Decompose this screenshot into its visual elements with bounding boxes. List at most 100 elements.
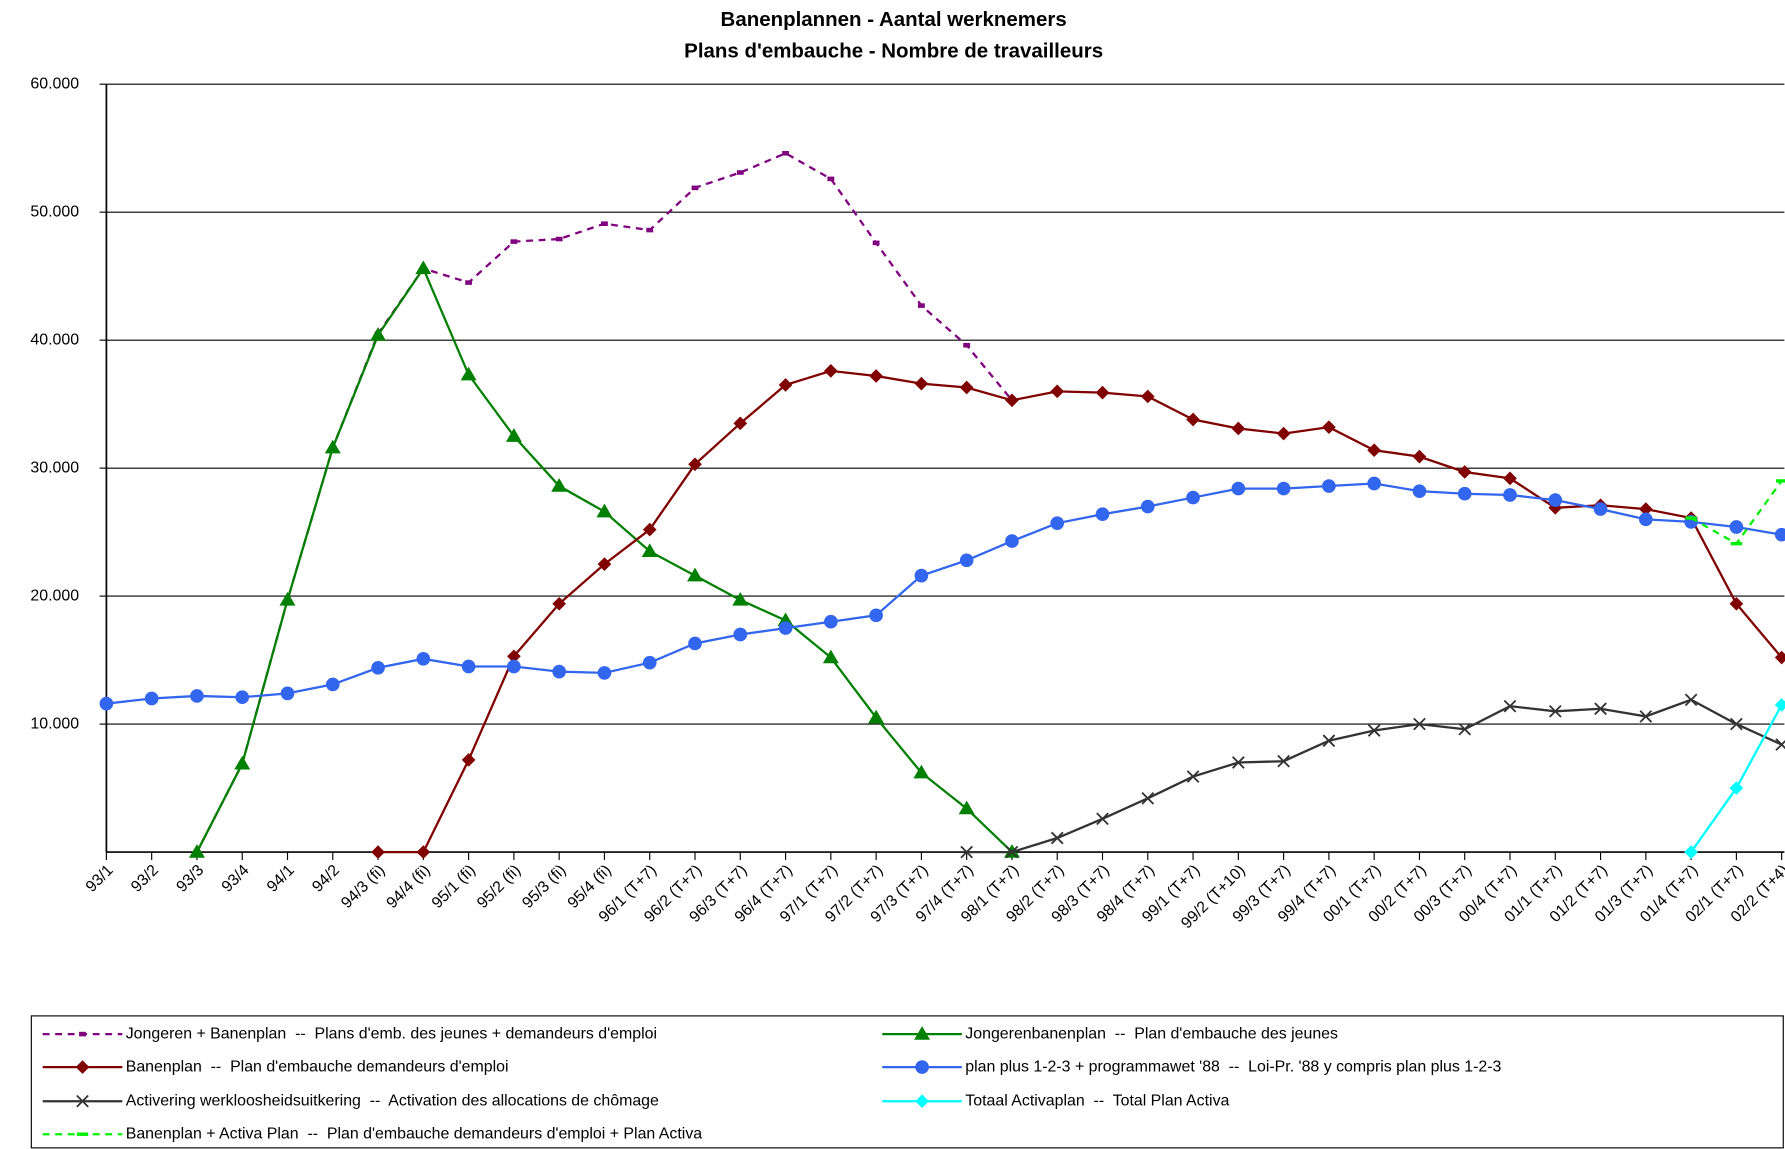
data-point [824, 614, 838, 629]
data-point [1639, 710, 1653, 723]
x-tick-label: 93/3 [173, 862, 207, 896]
series-line [378, 369, 1783, 854]
data-point [1095, 507, 1110, 522]
legend-label: Banenplan + Activa Plan -- Plan d'embauc… [126, 1125, 703, 1142]
data-point [917, 303, 925, 308]
data-point [914, 376, 929, 391]
data-point [1412, 449, 1427, 464]
y-tick-label: 40.000 [30, 331, 79, 348]
x-tick-label: 94/2 [309, 862, 343, 896]
data-point [371, 660, 385, 675]
legend-marker [915, 1094, 929, 1109]
data-point [732, 591, 749, 606]
data-point [1457, 486, 1472, 501]
data-point [960, 845, 974, 859]
data-point [688, 636, 702, 651]
x-tick-label: 94/1 [264, 862, 298, 896]
data-point [1005, 845, 1019, 859]
data-point [641, 543, 658, 558]
data-point [461, 753, 476, 767]
data-point [688, 457, 702, 472]
data-point [1231, 421, 1246, 436]
data-point [1594, 702, 1607, 716]
data-point [1684, 693, 1698, 707]
data-point [963, 342, 971, 348]
data-point [188, 844, 205, 858]
data-point [597, 666, 612, 680]
data-point [1774, 650, 1785, 665]
data-point [1548, 493, 1563, 507]
data-point [1367, 476, 1381, 491]
data-point [1412, 484, 1427, 498]
data-point [778, 621, 793, 635]
data-point [1775, 479, 1785, 483]
data-point [507, 659, 521, 674]
data-point [1458, 722, 1472, 736]
data-point [1186, 770, 1200, 783]
data-point [416, 652, 431, 666]
y-tick-label: 50.000 [30, 203, 79, 220]
y-tick-label: 60.000 [30, 75, 79, 92]
data-point [1503, 488, 1517, 502]
data-point [234, 755, 251, 770]
data-point [1276, 481, 1291, 496]
data-point [505, 428, 522, 442]
data-point [1774, 698, 1785, 712]
data-point [1277, 754, 1290, 768]
data-point [596, 503, 613, 518]
data-point [1730, 541, 1743, 546]
data-point [1050, 384, 1065, 399]
data-point [1730, 717, 1743, 731]
legend-label: Activering werkloosheidsuitkering -- Act… [126, 1092, 659, 1109]
data-point [235, 690, 250, 705]
data-point [555, 236, 563, 242]
chart-title: Plans d'embauche - Nombre de travailleur… [684, 40, 1103, 63]
data-point [642, 522, 657, 537]
data-point [465, 280, 473, 285]
x-tick-label: 95/1 (fi) [429, 862, 479, 912]
y-tick-label: 30.000 [30, 459, 79, 476]
series-line [195, 152, 1013, 853]
data-point [1096, 812, 1109, 826]
data-point [1503, 471, 1517, 486]
chart-title: Banenplannen - Aantal werknemers [721, 8, 1067, 31]
data-point [1775, 738, 1785, 751]
data-point [824, 364, 838, 378]
legend-marker [76, 1094, 89, 1108]
data-point [958, 800, 975, 815]
data-point [913, 764, 930, 779]
data-point [822, 649, 839, 664]
data-point [1457, 465, 1472, 479]
data-point [868, 709, 885, 724]
data-point [279, 591, 296, 606]
data-point [1729, 596, 1744, 611]
data-point [99, 696, 114, 711]
data-point [1141, 791, 1155, 805]
data-point [1729, 520, 1744, 534]
data-point [1140, 499, 1155, 514]
legend-label: Totaal Activaplan -- Total Plan Activa [965, 1092, 1229, 1109]
data-point [782, 151, 789, 156]
data-point [642, 655, 657, 670]
data-point [144, 691, 159, 706]
data-point [736, 170, 744, 175]
legend-label: Jongeren + Banenplan -- Plans d'emb. des… [126, 1025, 657, 1042]
data-point [601, 221, 608, 226]
y-tick-label: 10.000 [30, 715, 79, 732]
y-tick-label: 20.000 [30, 587, 79, 604]
legend-marker [76, 1132, 89, 1136]
series-line [1690, 704, 1783, 853]
data-point [1593, 502, 1608, 516]
x-tick-label: 93/2 [128, 862, 162, 896]
data-point [507, 649, 521, 664]
data-point [1231, 481, 1246, 496]
x-tick-label: 94/4 (fi) [384, 862, 434, 912]
data-point [1005, 534, 1019, 548]
data-point [370, 327, 387, 341]
data-point [325, 677, 340, 692]
data-point [1503, 699, 1517, 713]
data-point [551, 478, 568, 492]
data-point [552, 664, 567, 679]
series-line [966, 698, 1783, 854]
